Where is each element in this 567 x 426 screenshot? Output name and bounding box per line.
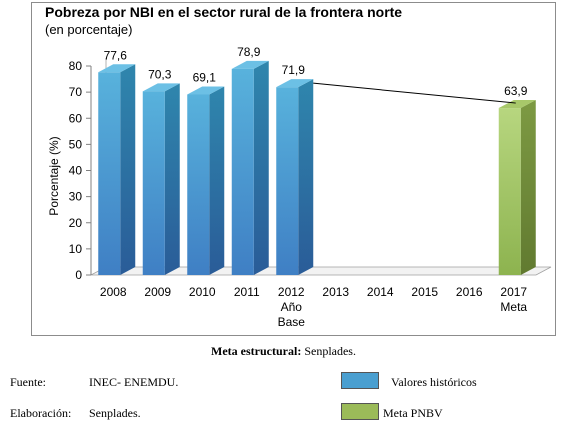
x-tick-label: 2009 [144, 285, 171, 299]
elaboracion-value: Senplades. [89, 406, 141, 420]
x-tick-label: 2013 [322, 285, 349, 299]
bar-side [298, 79, 314, 275]
fuente-label: Fuente: [10, 375, 46, 389]
bar-top [498, 100, 536, 109]
bar [498, 108, 521, 275]
bar-chart: 0 10 20 30 40 50 60 70 80 2008 2009 2010 2011 2012Año… [47, 45, 552, 329]
bar-top [276, 79, 314, 88]
data-label: 63,9 [504, 84, 528, 98]
meta-label: Meta estructural: [211, 344, 302, 358]
bar-side [520, 100, 536, 275]
x-tick-label: 2010 [189, 285, 216, 299]
bar-top [231, 60, 269, 69]
bar [98, 72, 121, 276]
data-label: 69,1 [193, 70, 217, 84]
bar-side [120, 64, 136, 276]
trend-line [313, 82, 516, 104]
bar [231, 68, 254, 275]
x-tick-label: 2017 [500, 285, 527, 299]
chart-title: Pobreza por NBI en el sector rural de la… [45, 4, 403, 20]
y-tick-label: 60 [69, 111, 83, 125]
y-axis-label: Porcentaje (%) [47, 136, 61, 215]
y-tick-label: 20 [69, 216, 83, 230]
legend-swatch-historicos [341, 372, 379, 389]
y-tick-label: 30 [69, 190, 83, 204]
data-label: 70,3 [148, 67, 172, 81]
data-label: 71,9 [282, 63, 306, 77]
y-tick-label: 40 [69, 164, 83, 178]
legend-label-meta: Meta PNBV [383, 406, 443, 420]
meta-value: Senplades. [301, 344, 356, 358]
y-tick-label: 80 [69, 59, 83, 73]
x-tick-label: 2016 [456, 285, 483, 299]
x-tick-sublabel: Año [281, 300, 303, 314]
meta-estructural: Meta estructural: Senplades. [0, 344, 567, 359]
data-label: 78,9 [237, 45, 261, 59]
data-label: 77,6 [104, 48, 128, 62]
y-tick-label: 70 [69, 85, 83, 99]
x-tick-label: 2012 [278, 285, 305, 299]
x-tick-label: 2011 [234, 285, 260, 299]
fuente-value: INEC- ENEMDU. [89, 375, 179, 389]
bar-side [164, 83, 180, 275]
elaboracion-label: Elaboración: [10, 406, 72, 420]
legend-label-historicos: Valores históricos [391, 375, 477, 389]
x-tick-label: 2014 [367, 285, 394, 299]
y-tick-label: 50 [69, 137, 83, 151]
x-tick-sublabel: Meta [500, 300, 527, 314]
bar [142, 91, 165, 275]
bar [187, 94, 210, 275]
bar-top [142, 83, 180, 92]
bar [276, 87, 299, 275]
y-tick-label: 0 [75, 268, 82, 282]
bar-top [187, 86, 225, 95]
x-tick-label: 2008 [100, 285, 127, 299]
x-tick-label: 2015 [411, 285, 438, 299]
legend-swatch-meta [341, 403, 379, 420]
y-tick-label: 10 [69, 242, 83, 256]
bar-top [98, 64, 136, 73]
chart-subtitle: (en porcentaje) [45, 22, 133, 37]
bar-side [253, 60, 269, 275]
x-tick-sublabel: Base [278, 315, 306, 329]
bar-side [209, 86, 225, 275]
